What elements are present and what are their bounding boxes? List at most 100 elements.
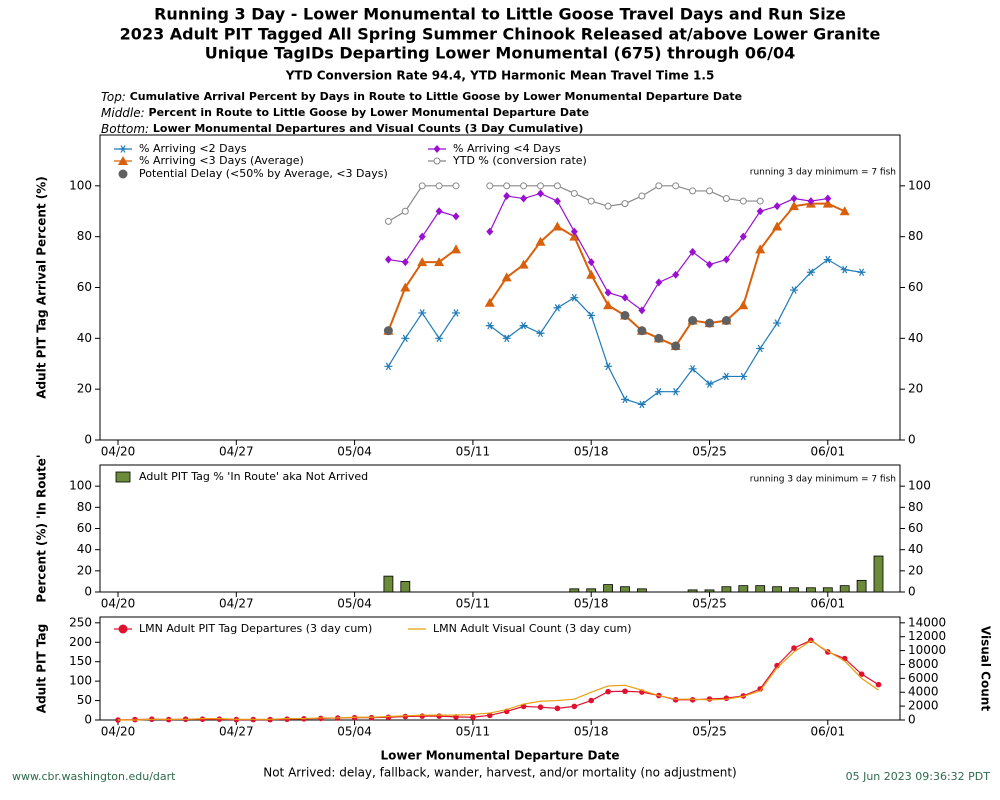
data-point: [857, 268, 866, 277]
data-point: [435, 182, 443, 190]
y-axis-title: Adult PIT Tag: [35, 624, 49, 713]
data-point: [722, 372, 731, 381]
series-line: [488, 202, 846, 348]
data-point: [501, 272, 512, 282]
note: Bottom: Lower Monumental Departures and …: [101, 122, 583, 136]
y-tick-label: 100: [69, 479, 92, 493]
data-point: [638, 192, 646, 200]
data-point: [537, 704, 544, 710]
data-point: [604, 362, 613, 371]
data-point: [689, 187, 697, 195]
legend-marker: [118, 624, 128, 634]
y-tick-label: 50: [77, 693, 92, 707]
x-tick-label: 05/18: [574, 445, 609, 459]
bar: [856, 579, 867, 593]
data-point: [284, 716, 290, 723]
y-tick-label: 20: [77, 563, 92, 577]
bar: [603, 584, 613, 593]
data-point: [672, 696, 679, 703]
x-tick-label: 05/25: [692, 725, 727, 739]
data-point: [773, 319, 782, 327]
data-point: [621, 293, 629, 302]
bar: [806, 587, 816, 593]
data-point: [721, 316, 731, 326]
data-point: [806, 268, 815, 277]
bar: [721, 586, 732, 593]
bar: [839, 585, 850, 593]
data-point: [470, 714, 476, 721]
data-point: [603, 300, 614, 310]
data-point: [756, 197, 764, 205]
x-tick-label: 05/04: [337, 445, 372, 459]
data-point: [401, 334, 410, 343]
x-tick-label: 04/27: [219, 597, 254, 611]
data-point: [486, 182, 494, 190]
y2-tick-label: 20: [908, 563, 923, 577]
data-point: [520, 194, 528, 203]
bar: [704, 589, 715, 593]
footnote: Not Arrived: delay, fallback, wander, ha…: [263, 766, 737, 780]
data-point: [519, 321, 528, 330]
bar: [620, 586, 630, 593]
data-point: [790, 194, 798, 203]
data-point: [520, 182, 528, 190]
data-point: [706, 187, 713, 195]
data-point: [552, 221, 563, 231]
data-point: [840, 265, 849, 274]
data-point: [588, 697, 594, 704]
data-point: [672, 182, 680, 190]
data-point: [216, 716, 223, 723]
bar: [400, 581, 411, 593]
data-point: [755, 244, 766, 254]
data-point: [824, 194, 832, 203]
note: Top: Cumulative Arrival Percent by Days …: [101, 90, 742, 104]
x-tick-label: 04/27: [219, 445, 254, 459]
data-point: [706, 260, 713, 269]
data-point: [419, 713, 426, 719]
subtitle: 2023 Adult PIT Tagged All Spring Summer …: [120, 25, 881, 44]
legend-label: Potential Delay (<50% by Average, <3 Day…: [139, 167, 388, 180]
y-tick-label: 150: [69, 654, 92, 668]
data-point: [688, 316, 698, 326]
y-tick-label: 200: [69, 635, 92, 649]
data-point: [705, 318, 714, 328]
x-tick-label: 05/04: [337, 597, 372, 611]
y2-tick-label: 100: [908, 479, 931, 493]
x-tick-label: 05/18: [574, 725, 609, 739]
data-point: [688, 365, 697, 373]
data-point: [553, 182, 561, 190]
y-tick-label: 100: [69, 674, 92, 688]
data-point: [484, 297, 495, 307]
data-point: [485, 321, 494, 330]
data-point: [772, 221, 783, 231]
y2-tick-label: 0: [908, 713, 916, 727]
data-point: [875, 681, 882, 688]
data-point: [384, 362, 393, 371]
data-point: [587, 258, 595, 267]
x-tick-label: 04/20: [101, 445, 136, 459]
y2-tick-label: 60: [908, 521, 923, 535]
y-tick-label: 40: [77, 331, 92, 345]
data-point: [570, 293, 579, 302]
data-point: [384, 255, 392, 264]
data-point: [621, 200, 629, 208]
y-tick-label: 80: [77, 229, 92, 243]
data-point: [418, 309, 427, 317]
data-point: [503, 182, 511, 190]
bar: [755, 585, 766, 593]
data-point: [570, 189, 578, 197]
data-point: [554, 705, 561, 712]
data-point: [791, 645, 797, 651]
data-point: [503, 192, 511, 200]
data-point: [417, 257, 428, 267]
series-line: [118, 640, 879, 721]
x-tick-label: 05/25: [692, 445, 727, 459]
legend-label: LMN Adult Visual Count (3 day cum): [433, 622, 632, 635]
data-point: [654, 387, 663, 396]
data-point: [823, 255, 832, 264]
data-point: [637, 326, 647, 336]
x-axis-title: Lower Monumental Departure Date: [381, 749, 620, 763]
x-tick-label: 05/11: [456, 597, 491, 611]
y2-tick-label: 80: [908, 229, 923, 243]
